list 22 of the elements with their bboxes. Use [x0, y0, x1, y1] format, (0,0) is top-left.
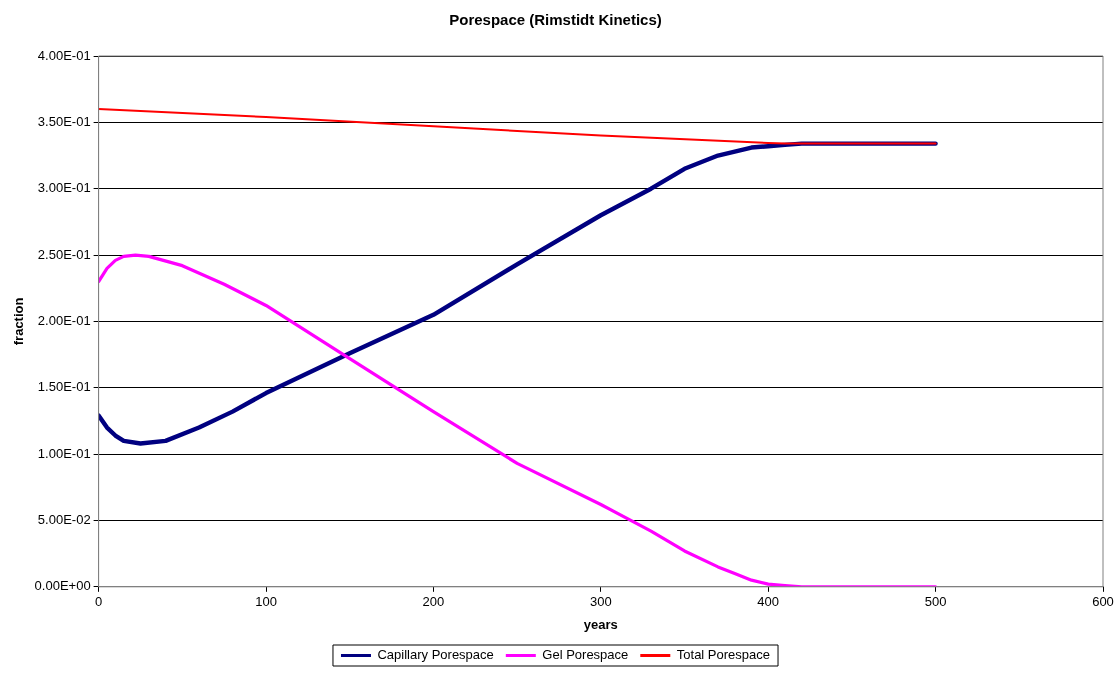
legend-label: Capillary Porespace: [377, 647, 494, 663]
y-tick-label: 4.00E-01: [37, 47, 91, 63]
x-tick-label: 600: [1092, 594, 1114, 610]
y-tick-label: 1.50E-01: [37, 379, 91, 395]
y-tick-label: 2.00E-01: [37, 312, 91, 328]
y-tick-label: 1.00E-01: [37, 445, 91, 461]
legend-label: Gel Porespace: [542, 647, 629, 663]
y-axis-title: fraction: [11, 297, 27, 346]
y-tick-label: 5.00E-02: [37, 512, 91, 528]
y-tick-label: 0.00E+00: [34, 578, 91, 594]
chart-title: Porespace (Rimstidt Kinetics): [449, 11, 662, 29]
x-tick-label: 200: [422, 594, 445, 610]
x-tick-label: 500: [924, 594, 947, 610]
legend-label: Total Porespace: [676, 647, 771, 663]
x-tick-label: 100: [255, 594, 277, 610]
x-tick-label: 300: [589, 594, 612, 610]
x-tick-label: 0: [95, 594, 103, 610]
y-tick-label: 3.50E-01: [37, 113, 91, 129]
y-tick-label: 2.50E-01: [37, 246, 91, 262]
y-tick-label: 3.00E-01: [37, 180, 91, 196]
x-axis-title: years: [583, 616, 618, 632]
x-tick-label: 400: [757, 594, 780, 610]
